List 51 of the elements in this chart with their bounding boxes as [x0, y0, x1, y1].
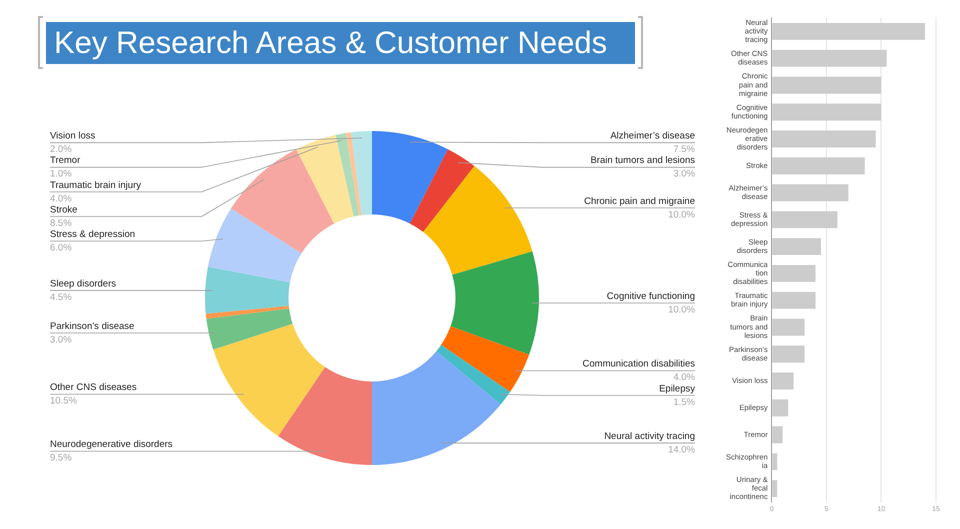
slice-label: Chronic pain and migraine [584, 196, 695, 207]
data-label: 3.0% [673, 168, 696, 180]
slice-label: Sleep disorders [50, 278, 116, 290]
bar [772, 76, 882, 94]
slice-label: Cognitive functioning [606, 290, 695, 302]
chart-title: Key Research Areas & Customer Needs [46, 22, 635, 64]
bar [772, 372, 794, 390]
slice-label: Epilepsy [659, 383, 696, 394]
data-label: 8.5% [50, 218, 72, 229]
data-label: 3.0% [50, 334, 72, 346]
bar [772, 453, 778, 470]
data-label: 14.0% [668, 444, 696, 456]
data-label: 10.0% [668, 209, 696, 220]
bar [772, 130, 876, 148]
data-label: 10.0% [668, 304, 696, 316]
slice-label: Stress & depression [50, 228, 136, 240]
bar [772, 426, 783, 444]
slice-label: Neurodegenerative disorders [50, 439, 173, 450]
slice-label: Other CNS diseases [50, 382, 137, 394]
bar [772, 264, 816, 282]
slice-label: Alzheimer’s disease [610, 130, 695, 142]
data-label: 10.5% [50, 396, 78, 407]
slice-label: Communication disabilities [582, 358, 696, 370]
bar [772, 292, 816, 309]
bar [772, 238, 821, 256]
slice-label: Stroke [50, 204, 78, 216]
bar [772, 480, 778, 498]
slice-label: Tremor [50, 155, 80, 166]
slice-label: Brain tumors and lesions [590, 155, 696, 166]
bar [772, 184, 848, 202]
data-label: 1.0% [50, 168, 72, 180]
data-label: 4.5% [50, 292, 72, 303]
bar [772, 22, 926, 40]
data-label: 1.5% [673, 396, 696, 408]
bar [772, 346, 805, 363]
data-label: 2.0% [50, 144, 72, 156]
slice-label: Vision loss [50, 130, 96, 142]
data-label: 6.0% [50, 242, 72, 254]
slice-label: Traumatic brain injury [50, 180, 142, 191]
slice-label: Parkinson’s disease [50, 320, 134, 332]
bar [772, 50, 887, 67]
data-label: 4.0% [50, 193, 72, 204]
bar [772, 211, 838, 228]
bar [772, 157, 865, 174]
data-label: 9.5% [50, 452, 72, 464]
bar [772, 399, 788, 416]
data-label: 7.5% [673, 144, 696, 156]
bar [772, 318, 805, 336]
slice-label: Neural activity tracing [604, 430, 695, 442]
bar [772, 104, 882, 121]
data-label: 4.0% [673, 372, 696, 384]
